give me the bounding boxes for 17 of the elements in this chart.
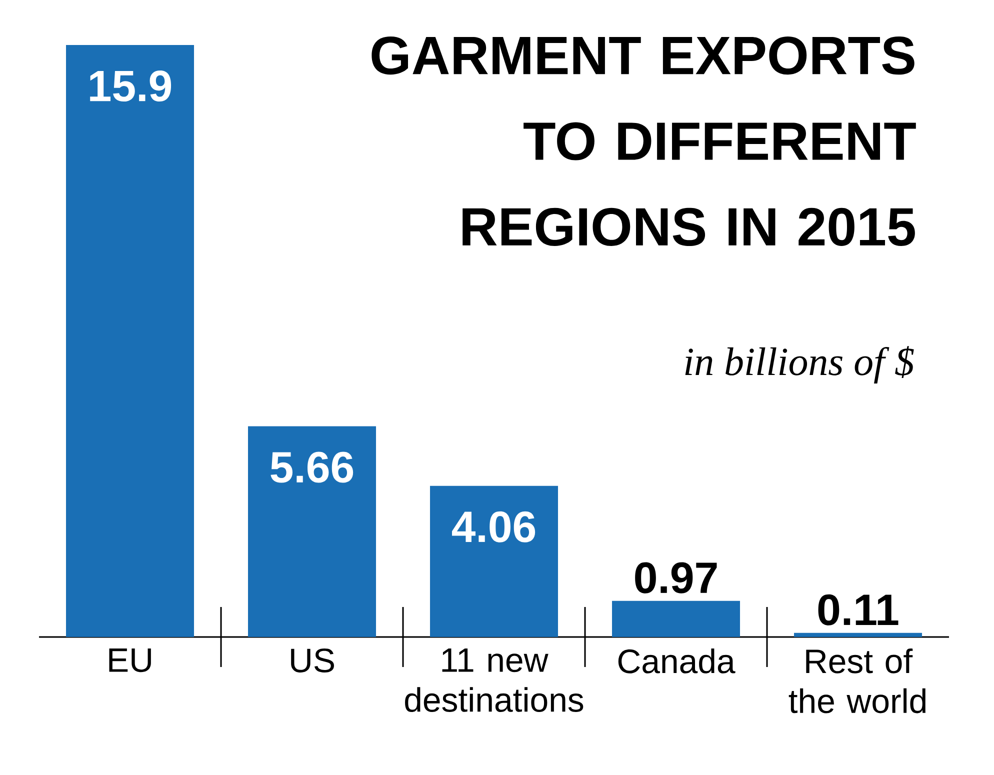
bar (612, 600, 740, 637)
x-tick-label: EU (109, 648, 151, 672)
data-label: 0.11 (818, 594, 898, 626)
bar (430, 486, 558, 637)
data-label: 0.97 (635, 562, 717, 594)
x-tick-label: Rest of the world (788, 648, 926, 714)
x-tick-label: 11 new destinations (405, 648, 584, 712)
x-tick-label: Canada (618, 648, 736, 674)
data-label: 4.06 (452, 511, 536, 542)
x-tick-label: US (291, 648, 334, 672)
text: in billions of $ (685, 346, 914, 384)
data-label: 5.66 (270, 452, 354, 483)
bar (66, 44, 194, 637)
data-label: 15.9 (90, 70, 172, 102)
bar (794, 632, 922, 637)
text: GARMENT EXPORTS TO DIFFERENT REGIONS IN 2015 (372, 36, 916, 246)
bar (248, 426, 376, 637)
